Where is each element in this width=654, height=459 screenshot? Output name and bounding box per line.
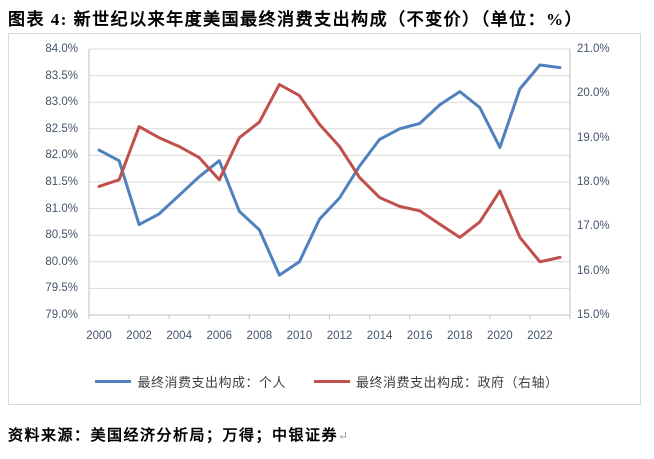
x-axis-tick-label: 2022 xyxy=(527,330,553,342)
x-axis-tick-label: 2000 xyxy=(86,330,112,342)
left-axis-tick-label: 83.5% xyxy=(45,69,78,82)
chart-title: 图表 4: 新世纪以来年度美国最终消费支出构成（不变价）（单位：%） xyxy=(8,10,584,29)
right-axis-tick-label: 15.0% xyxy=(577,309,610,321)
x-axis-tick-label: 2008 xyxy=(246,330,273,342)
source-text: 资料来源：美国经济分析局；万得；中银证券 xyxy=(8,428,339,444)
government-line-swatch xyxy=(314,380,350,383)
left-axis-tick-label: 82.0% xyxy=(45,149,78,162)
x-axis-tick-label: 2002 xyxy=(126,330,152,342)
left-axis-tick-label: 84.0% xyxy=(45,43,78,55)
legend: 最终消费支出构成：个人 最终消费支出构成：政府（右轴） xyxy=(0,372,654,391)
right-axis-tick-label: 17.0% xyxy=(577,220,610,233)
left-axis-tick-label: 83.0% xyxy=(45,96,78,109)
source-note: 资料来源：美国经济分析局；万得；中银证券↵ xyxy=(8,424,348,445)
chart-area xyxy=(8,33,641,405)
personal-line-swatch xyxy=(95,380,132,383)
left-axis-tick-label: 80.5% xyxy=(45,229,78,242)
left-axis-tick-label: 82.5% xyxy=(45,122,78,135)
paragraph-mark-icon: ↵ xyxy=(338,429,349,443)
left-axis-tick-label: 79.5% xyxy=(45,282,78,295)
right-axis-tick-label: 18.0% xyxy=(577,176,610,188)
x-axis-tick-label: 2020 xyxy=(487,330,513,342)
legend-item-government: 最终消费支出构成：政府（右轴） xyxy=(314,372,559,391)
x-axis-tick-label: 2010 xyxy=(286,330,313,342)
x-axis-tick-label: 2006 xyxy=(206,330,233,342)
legend-item-personal: 最终消费支出构成：个人 xyxy=(95,372,286,391)
x-axis-tick-label: 2014 xyxy=(366,330,393,342)
x-axis-tick-label: 2004 xyxy=(166,330,192,342)
x-axis-tick-label: 2016 xyxy=(406,330,433,342)
right-axis-tick-label: 20.0% xyxy=(577,87,610,100)
series-government-line xyxy=(97,83,562,264)
left-axis-tick-label: 81.5% xyxy=(45,176,78,188)
left-axis-tick-label: 80.0% xyxy=(45,255,78,268)
x-axis-tick-label: 2018 xyxy=(446,330,473,342)
right-axis-tick-label: 21.0% xyxy=(577,43,610,55)
right-axis-tick-label: 19.0% xyxy=(577,131,610,144)
legend-label-personal: 最终消费支出构成：个人 xyxy=(137,375,286,390)
x-axis-tick-label: 2012 xyxy=(326,330,353,342)
left-axis-tick-label: 81.0% xyxy=(45,202,78,215)
legend-label-government: 最终消费支出构成：政府（右轴） xyxy=(356,375,559,390)
left-axis-tick-label: 79.0% xyxy=(45,309,78,321)
right-axis-tick-label: 16.0% xyxy=(577,264,610,277)
series-personal-line xyxy=(97,63,562,277)
